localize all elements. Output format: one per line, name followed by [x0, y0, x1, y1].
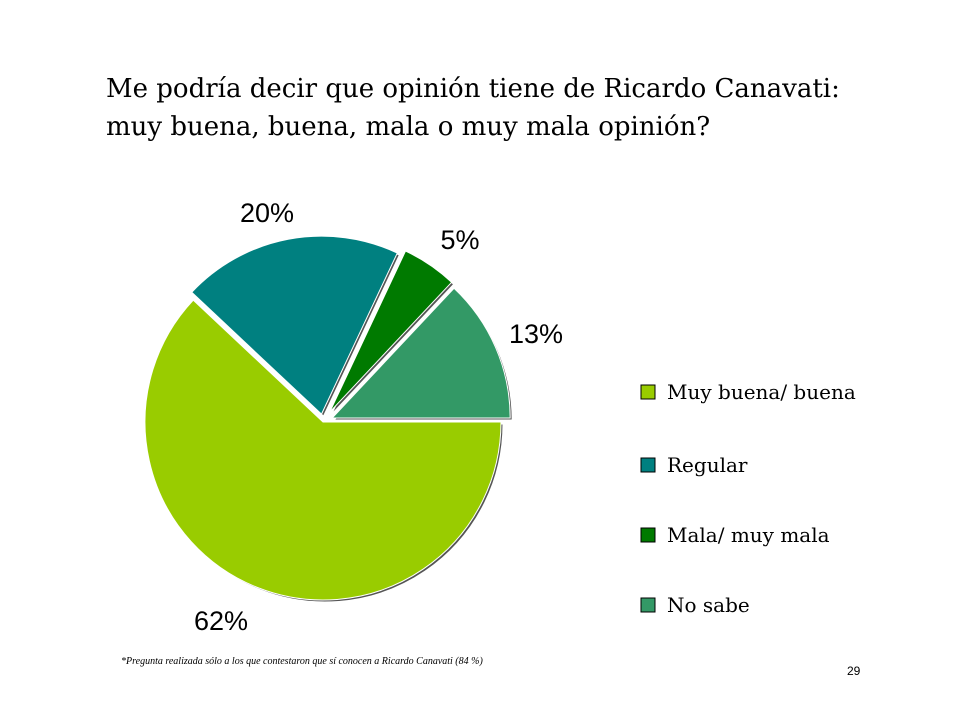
- legend-label-muy-buena-buena: Muy buena/ buena: [667, 380, 856, 404]
- legend-swatch-mala-muy-mala: [640, 527, 656, 543]
- pie-slice-mala-muy-mala: [329, 250, 453, 413]
- legend-label-no-sabe: No sabe: [667, 593, 750, 617]
- chart-title-line-2: muy buena, buena, mala o muy mala opinió…: [106, 112, 711, 142]
- pie-value-label-mala-muy-mala: 5%: [440, 225, 479, 255]
- legend-swatch-regular: [640, 457, 656, 473]
- footnote: *Pregunta realizada sólo a los que conte…: [121, 656, 483, 667]
- legend-label-mala-muy-mala: Mala/ muy mala: [667, 523, 830, 547]
- pie-slice-no-sabe: [331, 287, 511, 419]
- pie-value-label-muy-buena-buena: 62%: [194, 606, 248, 636]
- pie-value-label-regular: 20%: [240, 198, 294, 228]
- chart-title-line-1: Me podría decir que opinión tiene de Ric…: [106, 74, 840, 104]
- pie-slice-muy-buena-buena: [144, 299, 502, 601]
- pie-slice-regular: [191, 235, 398, 415]
- page-number: 29: [847, 664, 861, 678]
- pie-value-labels: 62% 20% 5% 13%: [194, 198, 563, 636]
- chart-title: Me podría decir que opinión tiene de Ric…: [106, 70, 926, 146]
- chart-legend: Muy buena/ buena Regular Mala/ muy mala No …: [640, 380, 856, 617]
- legend-label-regular: Regular: [667, 453, 748, 477]
- legend-swatch-muy-buena-buena: [640, 384, 656, 400]
- pie-slices: [144, 235, 513, 603]
- pie-value-label-no-sabe: 13%: [509, 319, 563, 349]
- legend-swatch-no-sabe: [640, 597, 656, 613]
